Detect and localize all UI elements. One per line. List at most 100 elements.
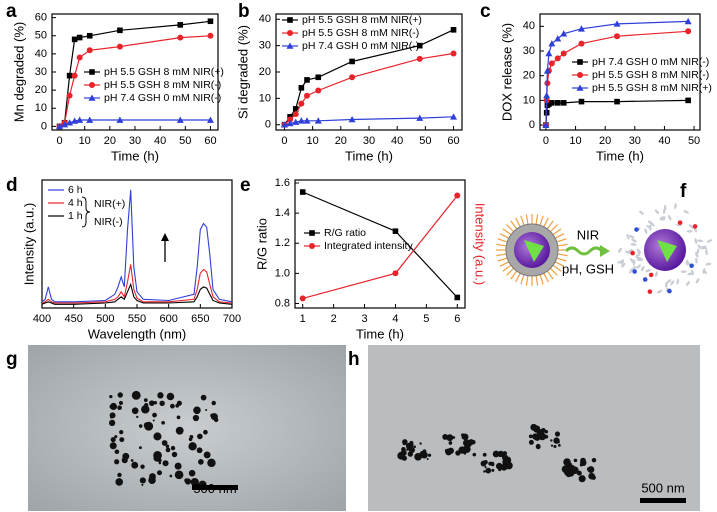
- particle-cluster: [131, 390, 141, 400]
- particle-cluster: [483, 459, 488, 465]
- legend-label: pH 5.5 GSH 8 mM NIR(+): [104, 66, 224, 78]
- particle-cluster: [563, 458, 571, 466]
- y-tick-label: 10: [35, 102, 47, 114]
- x-tick-label: 0: [281, 135, 287, 147]
- ligand: [539, 274, 544, 285]
- marker: [76, 116, 84, 123]
- fragment: [666, 279, 672, 284]
- marker: [297, 117, 305, 124]
- x-tick-label: 550: [128, 313, 146, 325]
- particle-cluster: [550, 439, 553, 442]
- x-tick-label: 60: [447, 135, 459, 147]
- particle-cluster: [463, 452, 467, 455]
- fragment: [685, 280, 690, 287]
- particle-cluster: [406, 443, 410, 447]
- molecule: [689, 263, 694, 269]
- x-tick-label: 20: [104, 135, 116, 147]
- particle-cluster: [544, 434, 549, 439]
- particle-cluster: [205, 409, 208, 412]
- particle-cluster: [141, 405, 150, 414]
- y-axis-label: Mn degraded (%): [11, 22, 26, 122]
- particle-cluster: [176, 415, 181, 420]
- ligand: [535, 275, 539, 286]
- marker: [314, 117, 322, 124]
- x-tick-label: 40: [391, 135, 403, 147]
- particle-cluster: [118, 400, 124, 406]
- marker: [303, 117, 311, 124]
- particle-cluster: [466, 441, 472, 448]
- fragment: [626, 233, 630, 240]
- ligand: [502, 228, 512, 236]
- y-tick-label: 40: [35, 48, 47, 60]
- marker: [348, 115, 356, 123]
- fragment: [630, 243, 637, 246]
- particle-cluster: [591, 457, 597, 463]
- particle-cluster: [458, 448, 463, 453]
- particle-cluster: [144, 402, 149, 408]
- x-tick-label: 30: [363, 135, 375, 147]
- y-tick-label: 0: [265, 119, 271, 131]
- series-line: [59, 119, 211, 127]
- arrow-head: [161, 233, 169, 241]
- particle-cluster: [492, 450, 500, 458]
- legend-label: 1 h: [68, 210, 83, 222]
- particle-cluster: [144, 421, 154, 431]
- marker: [309, 230, 315, 236]
- marker: [71, 36, 78, 43]
- x-tick-label: 700: [223, 313, 241, 325]
- particle-cluster: [448, 441, 453, 445]
- particle-cluster: [166, 392, 175, 401]
- panel-label: b: [238, 1, 250, 22]
- x-tick-label: 40: [154, 135, 166, 147]
- marker: [450, 113, 458, 120]
- particle-cluster: [153, 454, 161, 462]
- panel-label: d: [6, 175, 18, 196]
- marker: [392, 228, 399, 234]
- particle-cluster: [461, 433, 465, 437]
- marker: [207, 32, 214, 39]
- x-tick-label: 650: [191, 313, 209, 325]
- marker: [578, 98, 585, 105]
- fragment: [631, 265, 637, 271]
- ligand: [520, 215, 525, 226]
- ligand: [515, 217, 521, 228]
- ligand: [552, 264, 562, 272]
- marker: [206, 116, 214, 123]
- marker: [549, 100, 555, 106]
- marker: [298, 100, 305, 107]
- brace: [81, 196, 91, 228]
- particle-cluster: [117, 472, 122, 478]
- y-tick-label: 40: [259, 13, 271, 25]
- fragment: [645, 269, 651, 273]
- fragment: [676, 278, 680, 285]
- particle-cluster: [402, 439, 408, 445]
- particle-cluster: [169, 474, 173, 478]
- marker: [309, 243, 315, 249]
- legend-label: pH 7.4 GSH 0 mM NIR(-): [302, 40, 419, 52]
- particle-cluster: [576, 470, 582, 476]
- marker: [613, 20, 621, 27]
- marker: [299, 295, 306, 302]
- annotation: NIR(+): [94, 198, 125, 210]
- marker: [76, 54, 83, 61]
- scale-bar-label: 500 nm: [641, 480, 684, 495]
- particle-cluster: [170, 403, 175, 409]
- particle-cluster: [409, 440, 414, 446]
- x-tick-label: 4: [392, 313, 398, 325]
- marker: [577, 59, 583, 65]
- legend-label: pH 5.5 GSH 8 mM NIR(+): [592, 82, 712, 94]
- arrow: [564, 246, 604, 256]
- marker: [554, 35, 562, 42]
- marker: [66, 72, 73, 79]
- molecule: [642, 277, 648, 282]
- particle-cluster: [587, 466, 595, 474]
- particle-cluster: [490, 462, 495, 467]
- particle-cluster: [426, 457, 429, 461]
- particle-cluster: [152, 412, 157, 418]
- marker: [685, 28, 692, 35]
- marker: [578, 40, 585, 47]
- particle-cluster: [156, 470, 163, 476]
- particle-cluster: [140, 464, 145, 469]
- marker: [66, 92, 73, 99]
- marker: [542, 121, 550, 128]
